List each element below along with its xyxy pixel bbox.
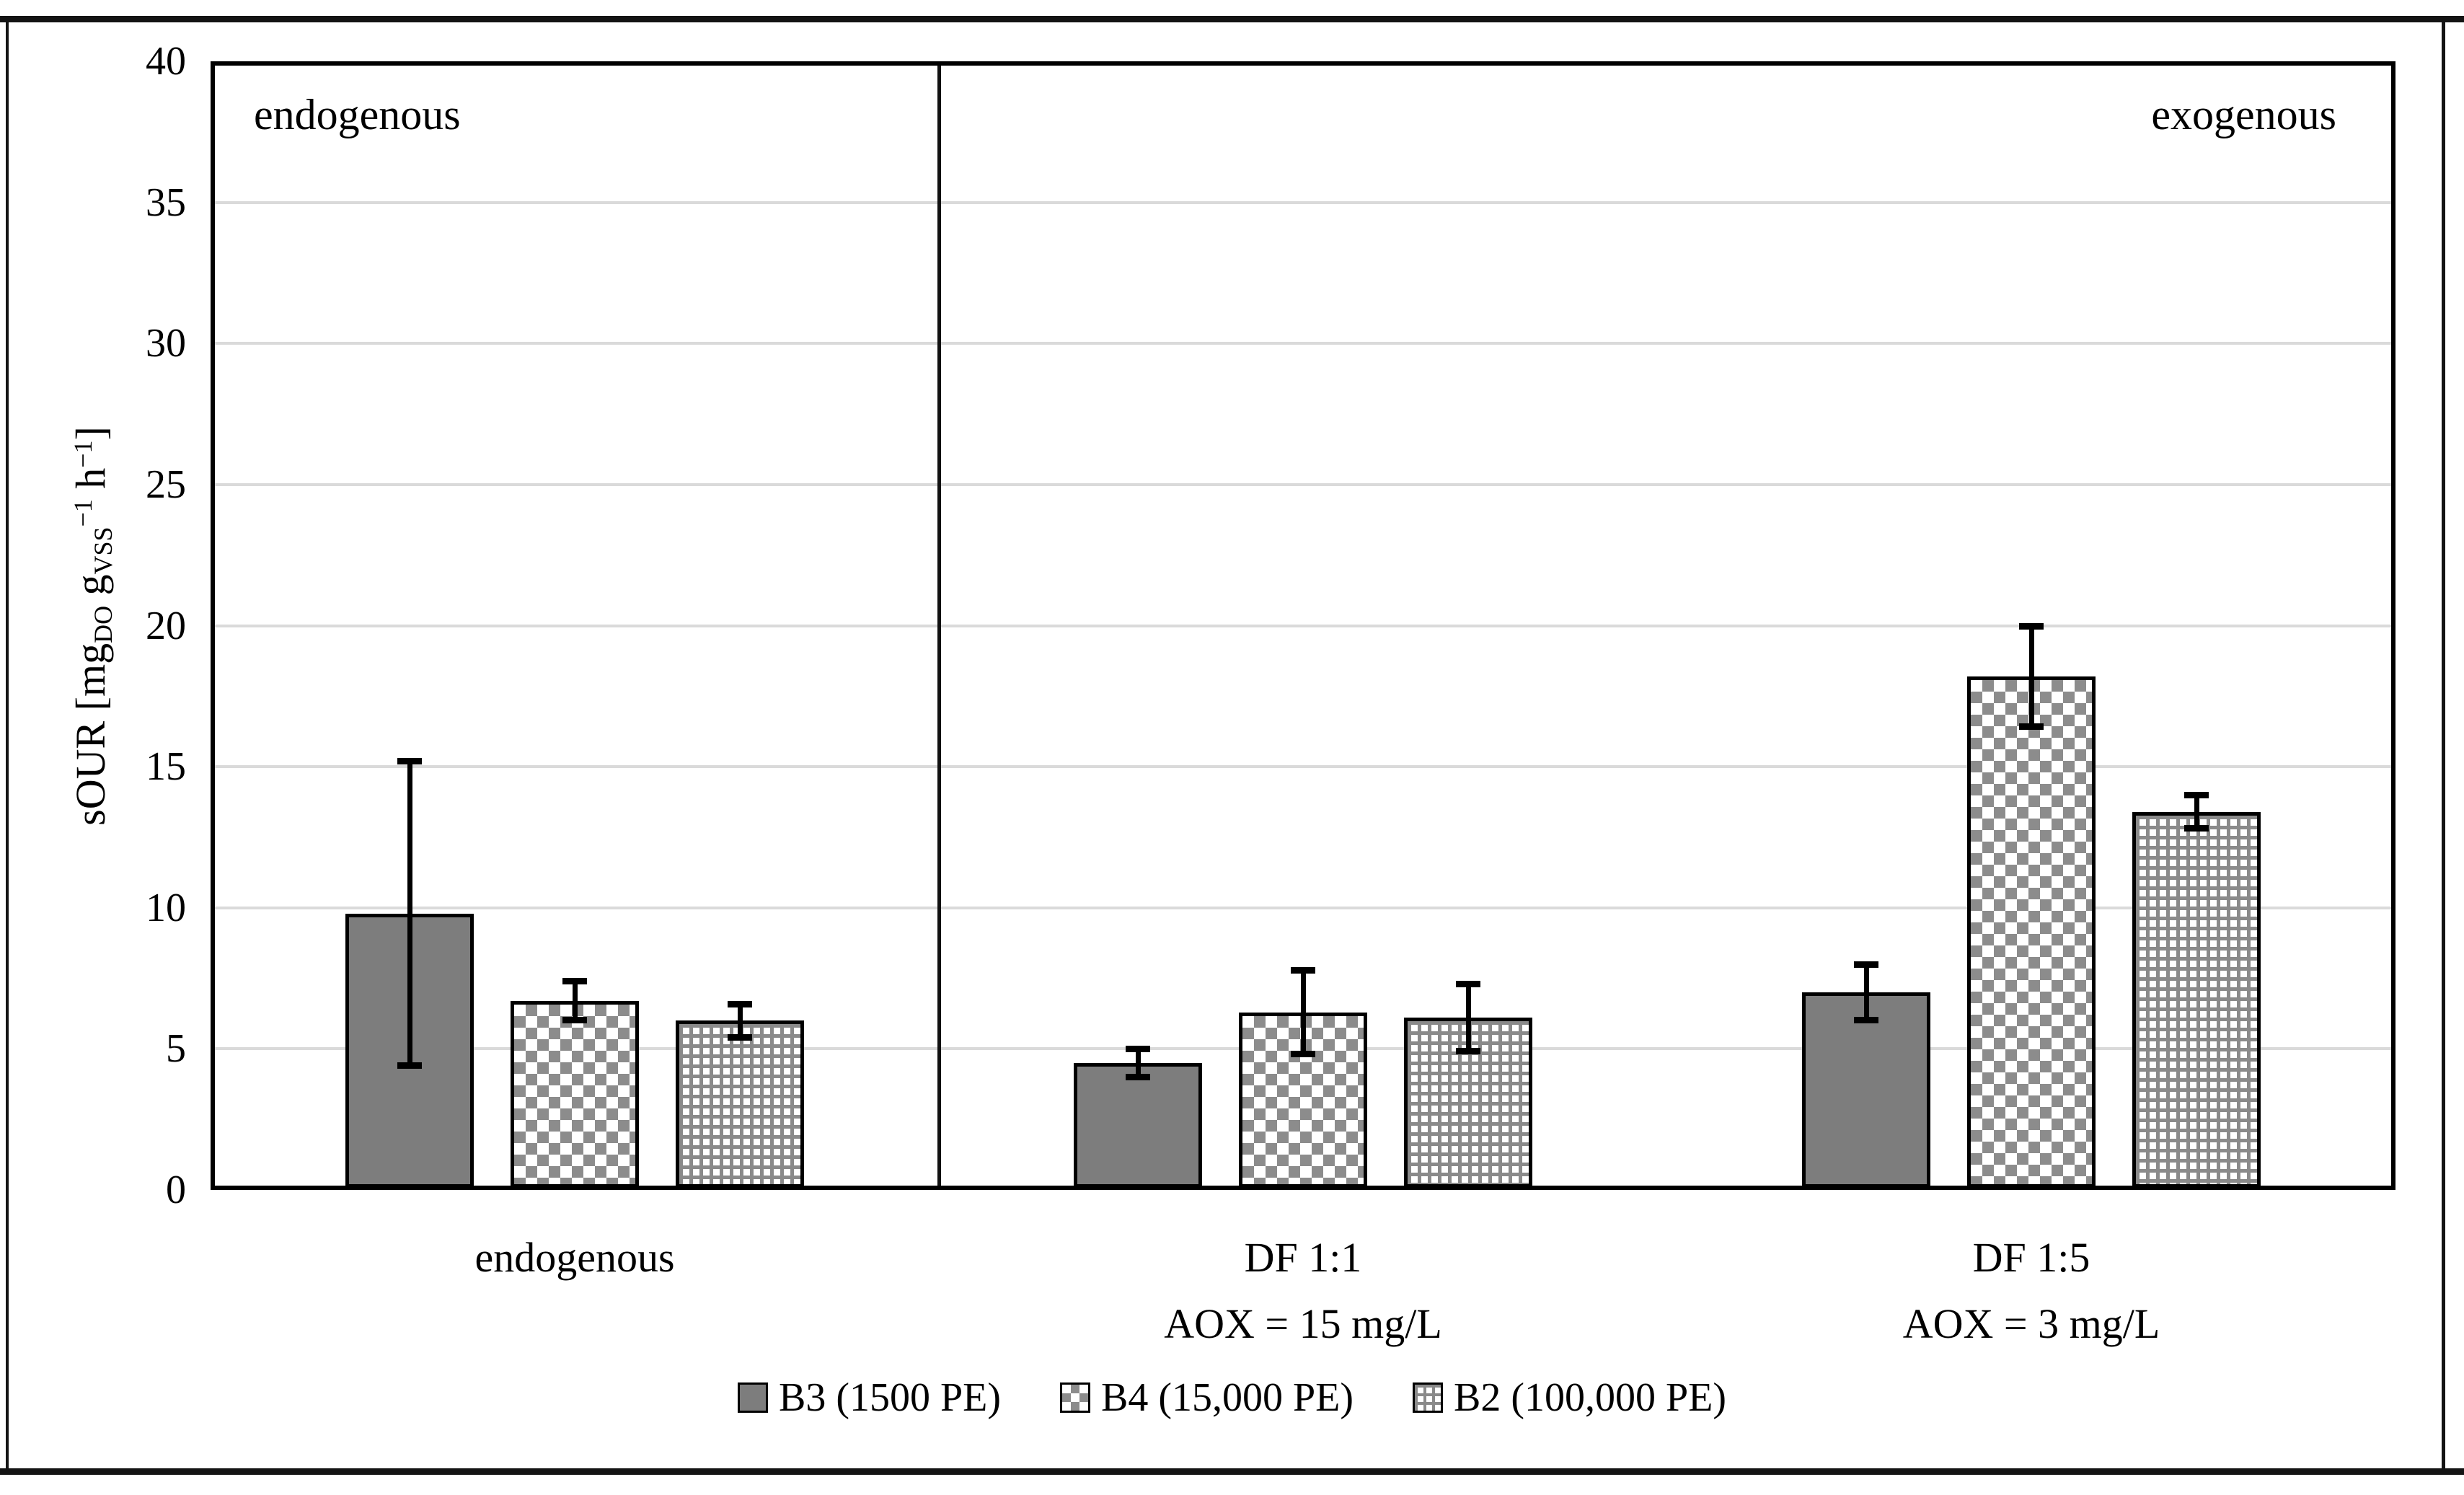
error-bar-cap-bottom	[562, 1017, 587, 1024]
x-category-label-2: DF 1:1 AOX = 15 mg/L	[726, 1225, 1880, 1357]
bar-b2-group3	[2132, 811, 2261, 1188]
error-bar-cap-top	[1126, 1046, 1150, 1053]
error-bar-line	[2028, 625, 2034, 728]
error-bar-line	[2194, 795, 2199, 829]
gridline-30	[215, 342, 2391, 345]
error-bar-line	[407, 761, 412, 1066]
y-axis-title-pre: sOUR [mg	[66, 643, 114, 826]
error-bar-cap-top	[562, 978, 587, 985]
error-bar-line	[572, 981, 578, 1021]
legend-swatch-checker-icon	[1060, 1382, 1090, 1413]
error-bar-cap-top	[1854, 961, 1878, 968]
error-bar-cap-top	[1456, 981, 1480, 988]
gridline-15	[215, 765, 2391, 769]
error-bar-cap-top	[2019, 622, 2044, 630]
error-bar-cap-top	[397, 758, 422, 765]
y-axis-title-mid2: h	[66, 467, 114, 500]
gridline-25	[215, 482, 2391, 486]
error-bar-cap-top	[728, 1000, 752, 1007]
error-bar-cap-top	[1291, 966, 1315, 974]
y-axis-title-sup2: −1	[69, 440, 97, 468]
legend-label: B2 (100,000 PE)	[1454, 1375, 1726, 1420]
frame-right-border	[2442, 16, 2445, 1475]
error-bar-cap-bottom	[1854, 1017, 1878, 1024]
y-axis-title-post: ]	[66, 426, 114, 441]
x-category-label-1: endogenous	[0, 1225, 1152, 1291]
x-category-line2: AOX = 3 mg/L	[1902, 1300, 2160, 1347]
error-bar-cap-bottom	[397, 1062, 422, 1069]
y-tick-label-10: 10	[146, 885, 186, 930]
y-tick-label-25: 25	[146, 462, 186, 507]
y-tick-label-30: 30	[146, 321, 186, 366]
legend-label: B4 (15,000 PE)	[1101, 1375, 1354, 1420]
error-bar-cap-bottom	[728, 1033, 752, 1041]
gridline-20	[215, 624, 2391, 627]
error-bar-cap-bottom	[1456, 1048, 1480, 1055]
y-axis-title-sub-do: DO	[89, 605, 118, 643]
y-tick-label-15: 15	[146, 744, 186, 790]
error-bar-line	[737, 1003, 743, 1038]
legend-item-b4: B4 (15,000 PE)	[1060, 1375, 1354, 1421]
legend-item-b2: B2 (100,000 PE)	[1413, 1375, 1726, 1421]
y-tick-label-0: 0	[166, 1168, 186, 1212]
region-label-endogenous: endogenous	[254, 91, 461, 138]
legend-label: B3 (1500 PE)	[779, 1375, 1001, 1420]
gridline-35	[215, 200, 2391, 204]
frame-top-rule	[0, 16, 2464, 22]
y-axis-title-sub-vss: VSS	[89, 526, 118, 575]
error-bar-line	[1465, 984, 1471, 1052]
error-bar-cap-bottom	[2019, 723, 2044, 731]
error-bar-cap-top	[2184, 792, 2209, 799]
bar-b2-group1	[676, 1020, 804, 1188]
y-tick-label-20: 20	[146, 603, 186, 648]
x-category-line1: DF 1:5	[1972, 1234, 2090, 1281]
bar-b3-group3	[1802, 992, 1930, 1188]
error-bar-cap-bottom	[2184, 825, 2209, 832]
y-tick-label-35: 35	[146, 180, 186, 225]
x-category-line1: DF 1:1	[1244, 1234, 1362, 1281]
y-tick-label-40: 40	[146, 39, 186, 84]
x-category-line2: AOX = 15 mg/L	[1164, 1300, 1442, 1347]
y-axis-title-sup1: −1	[69, 499, 97, 527]
y-axis-title: sOUR [mgDO gVSS−1 h−1]	[66, 426, 118, 826]
bar-b4-group3	[1967, 676, 2096, 1188]
gridline-10	[215, 906, 2391, 909]
legend-swatch-grid-icon	[1413, 1382, 1443, 1413]
bar-b4-group1	[511, 1000, 639, 1188]
frame-left-border	[6, 16, 9, 1475]
legend-item-b3: B3 (1500 PE)	[738, 1375, 1001, 1421]
error-bar-line	[1135, 1049, 1141, 1077]
error-bar-line	[1863, 964, 1869, 1021]
error-bar-cap-bottom	[1291, 1051, 1315, 1058]
error-bar-cap-bottom	[1126, 1073, 1150, 1080]
legend-swatch-solid-icon	[738, 1382, 768, 1413]
x-category-line1: endogenous	[474, 1234, 675, 1281]
error-bar-line	[1300, 969, 1306, 1055]
y-tick-label-5: 5	[166, 1026, 186, 1072]
bar-b3-group2	[1074, 1062, 1202, 1188]
x-category-label-3: DF 1:5 AOX = 3 mg/L	[1454, 1225, 2464, 1357]
region-label-exogenous: exogenous	[2151, 91, 2336, 138]
y-axis-title-mid1: g	[66, 574, 114, 606]
region-divider-line	[937, 66, 941, 1186]
frame-bottom-rule	[0, 1468, 2464, 1475]
legend: B3 (1500 PE) B4 (15,000 PE) B2 (100,000 PE…	[0, 1375, 2464, 1421]
